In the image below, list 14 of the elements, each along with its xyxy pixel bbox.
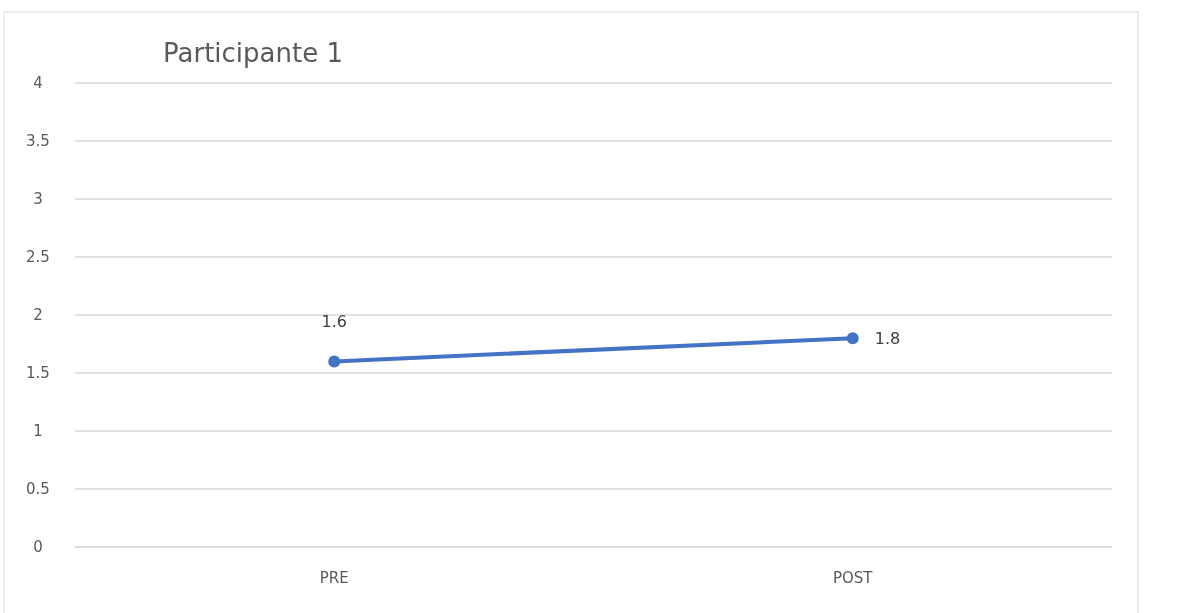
data-label: 1.6 [321,312,347,332]
y-tick-label: 2 [33,306,43,324]
y-tick-label: 1 [33,422,43,440]
y-tick-label: 0.5 [26,480,50,498]
x-tick-label: POST [832,569,874,587]
y-tick-label: 4 [33,74,43,92]
y-tick-label: 3 [33,190,43,208]
y-tick-label: 3.5 [26,132,50,150]
y-tick-label: 0 [33,538,43,556]
x-tick-label: PRE [319,569,349,587]
data-label: 1.8 [874,329,901,349]
chart-title: Participante 1 [163,38,343,68]
y-tick-label: 2.5 [26,248,50,266]
y-tick-label: 1.5 [26,364,50,382]
